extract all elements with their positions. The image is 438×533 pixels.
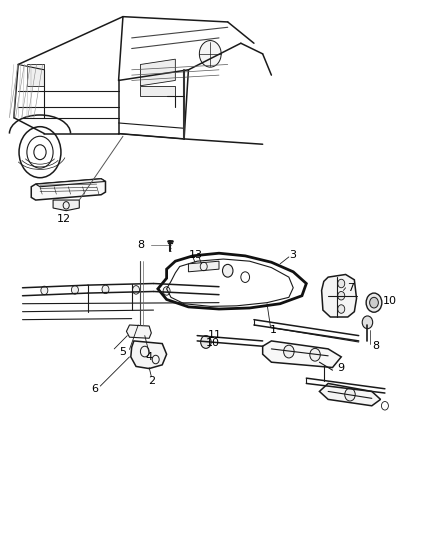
- Text: 8: 8: [138, 240, 145, 250]
- Circle shape: [199, 41, 221, 67]
- Text: 6: 6: [91, 384, 98, 394]
- Circle shape: [133, 286, 140, 294]
- Text: 2: 2: [148, 376, 155, 386]
- Circle shape: [362, 316, 373, 329]
- Circle shape: [284, 345, 294, 358]
- Text: 5: 5: [120, 346, 127, 357]
- Text: 10: 10: [383, 296, 397, 306]
- Circle shape: [338, 279, 345, 288]
- Circle shape: [338, 305, 345, 313]
- Polygon shape: [321, 274, 357, 317]
- Text: 12: 12: [57, 214, 71, 224]
- Polygon shape: [141, 59, 175, 86]
- Text: 13: 13: [189, 250, 203, 260]
- Circle shape: [345, 388, 355, 401]
- Text: 3: 3: [289, 250, 296, 260]
- Polygon shape: [53, 200, 79, 211]
- Polygon shape: [263, 341, 341, 368]
- Circle shape: [310, 349, 320, 361]
- Polygon shape: [127, 325, 151, 338]
- Text: 10: 10: [206, 337, 220, 348]
- Circle shape: [338, 292, 345, 300]
- Text: 4: 4: [145, 352, 153, 362]
- Polygon shape: [131, 341, 166, 368]
- Text: 1: 1: [270, 325, 277, 335]
- Polygon shape: [27, 64, 44, 86]
- Polygon shape: [31, 179, 106, 200]
- Polygon shape: [141, 86, 175, 96]
- Text: 8: 8: [372, 341, 379, 351]
- Text: 11: 11: [208, 329, 222, 340]
- Polygon shape: [35, 179, 106, 187]
- Circle shape: [366, 293, 382, 312]
- Circle shape: [223, 264, 233, 277]
- Polygon shape: [188, 261, 219, 272]
- Circle shape: [201, 336, 211, 349]
- Circle shape: [71, 286, 78, 294]
- Text: 9: 9: [338, 362, 345, 373]
- Circle shape: [41, 286, 48, 295]
- Circle shape: [370, 297, 378, 308]
- Circle shape: [102, 285, 109, 294]
- Circle shape: [163, 287, 170, 295]
- Polygon shape: [319, 383, 381, 406]
- Text: 7: 7: [347, 283, 354, 293]
